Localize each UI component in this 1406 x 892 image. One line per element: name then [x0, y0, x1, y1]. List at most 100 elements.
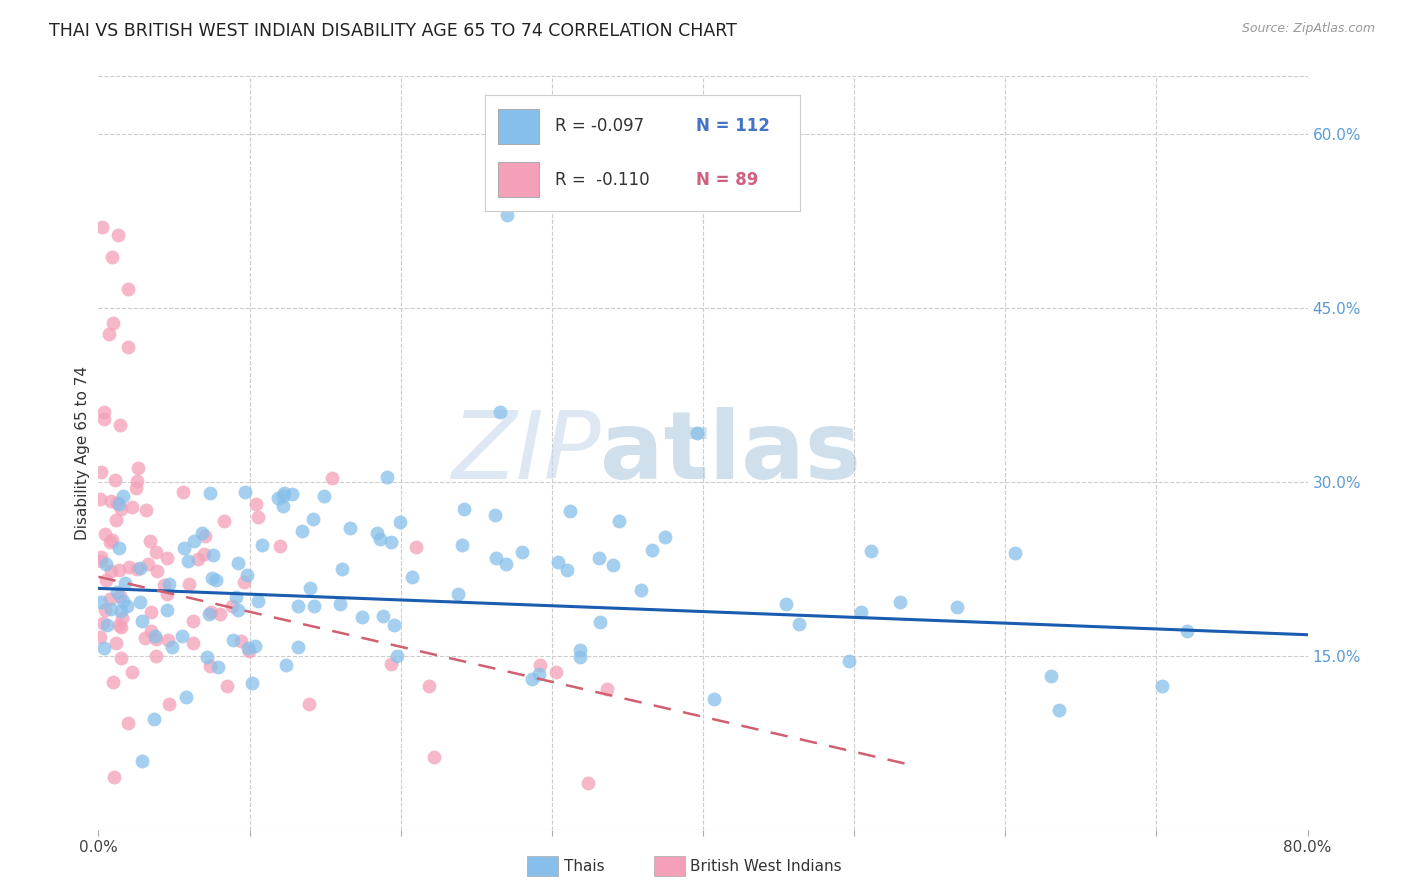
- Point: [298, 581, 321, 595]
- Point: [103, 316, 125, 330]
- Point: [110, 620, 132, 634]
- Point: [889, 594, 911, 608]
- Point: [529, 657, 551, 672]
- Point: [212, 514, 235, 528]
- Point: [198, 607, 221, 621]
- Point: [127, 475, 149, 489]
- Point: [100, 535, 122, 549]
- Point: [181, 636, 204, 650]
- Point: [193, 547, 215, 561]
- Point: [93, 640, 115, 655]
- Point: [100, 494, 122, 508]
- Point: [98, 592, 121, 607]
- Point: [225, 590, 247, 604]
- Point: [101, 675, 124, 690]
- Point: [495, 208, 517, 222]
- Point: [380, 535, 402, 549]
- Point: [90, 465, 112, 479]
- Point: [89, 491, 111, 506]
- Point: [453, 502, 475, 516]
- Point: [238, 644, 260, 658]
- Point: [245, 496, 267, 510]
- Point: [94, 573, 117, 587]
- Point: [447, 587, 470, 601]
- Point: [91, 615, 114, 630]
- Point: [350, 610, 373, 624]
- Point: [298, 698, 321, 712]
- Point: [236, 567, 259, 582]
- Point: [527, 666, 550, 681]
- Point: [329, 597, 352, 611]
- Point: [775, 597, 797, 611]
- Point: [703, 691, 725, 706]
- Point: [375, 470, 398, 484]
- Point: [380, 657, 402, 672]
- Point: [156, 633, 179, 648]
- Point: [96, 618, 118, 632]
- Point: [100, 564, 122, 578]
- Text: Thais: Thais: [564, 859, 605, 873]
- Point: [145, 648, 167, 663]
- Point: [240, 676, 263, 690]
- Point: [229, 634, 252, 648]
- Point: [145, 545, 167, 559]
- Point: [221, 599, 243, 613]
- Point: [111, 594, 134, 608]
- Point: [93, 412, 115, 426]
- Point: [246, 594, 269, 608]
- Point: [135, 503, 157, 517]
- Point: [108, 563, 131, 577]
- Point: [187, 551, 209, 566]
- Point: [860, 544, 883, 558]
- Point: [200, 605, 222, 619]
- Point: [1152, 679, 1174, 693]
- Point: [789, 616, 811, 631]
- Point: [139, 533, 162, 548]
- Point: [117, 716, 139, 731]
- Point: [232, 575, 254, 590]
- Point: [589, 615, 612, 629]
- Point: [382, 618, 405, 632]
- Point: [177, 554, 200, 568]
- Point: [156, 551, 179, 566]
- Point: [105, 585, 128, 599]
- Point: [156, 603, 179, 617]
- Point: [114, 575, 136, 590]
- Point: [368, 533, 391, 547]
- Point: [287, 599, 309, 613]
- Point: [121, 665, 143, 679]
- Point: [100, 602, 122, 616]
- Point: [269, 539, 291, 553]
- Point: [271, 499, 294, 513]
- Point: [405, 540, 427, 554]
- Point: [117, 599, 139, 614]
- Point: [143, 629, 166, 643]
- Point: [200, 571, 222, 585]
- Point: [139, 605, 162, 619]
- Point: [141, 624, 163, 638]
- Point: [100, 250, 122, 264]
- Point: [195, 649, 218, 664]
- Point: [276, 658, 298, 673]
- Point: [93, 527, 115, 541]
- Point: [558, 504, 581, 518]
- Point: [90, 219, 112, 234]
- Point: [157, 576, 180, 591]
- Point: [510, 544, 533, 558]
- Text: atlas: atlas: [600, 407, 862, 499]
- Point: [838, 654, 860, 668]
- Point: [131, 614, 153, 628]
- Point: [111, 489, 134, 503]
- Point: [110, 502, 132, 516]
- Point: [267, 491, 290, 506]
- Point: [1175, 624, 1198, 638]
- Point: [134, 632, 156, 646]
- Point: [273, 489, 295, 503]
- Point: [522, 672, 544, 686]
- Point: [304, 599, 326, 614]
- Point: [291, 524, 314, 539]
- Point: [287, 640, 309, 655]
- Point: [110, 604, 132, 618]
- Point: [484, 508, 506, 522]
- Point: [607, 514, 630, 528]
